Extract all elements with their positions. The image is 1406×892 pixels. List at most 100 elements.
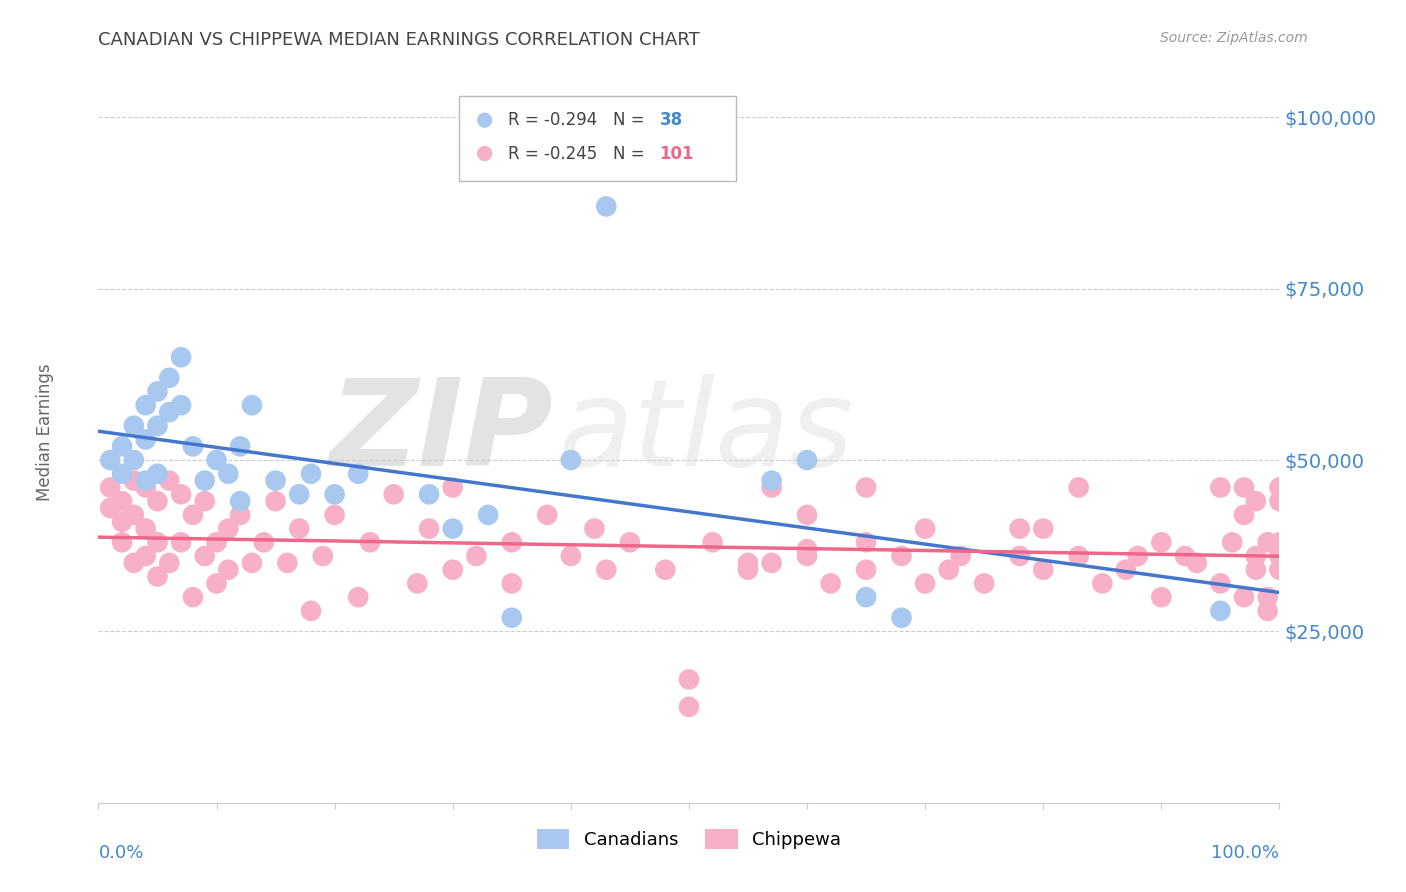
Point [157,371,180,385]
Point [583,522,606,536]
Point [122,474,145,488]
Point [1233,480,1256,494]
Point [312,549,335,563]
Point [170,487,193,501]
Point [465,549,488,563]
Text: R = -0.245   N =: R = -0.245 N = [508,145,650,162]
Point [855,590,877,604]
Point [122,453,145,467]
Point [441,480,464,494]
Point [1032,522,1054,536]
Point [264,474,287,488]
Point [194,474,217,488]
Point [654,563,676,577]
Point [441,563,464,577]
Point [1115,563,1137,577]
Point [205,453,228,467]
Text: 101: 101 [659,145,695,162]
Text: CANADIAN VS CHIPPEWA MEDIAN EARNINGS CORRELATION CHART: CANADIAN VS CHIPPEWA MEDIAN EARNINGS COR… [98,31,700,49]
Point [157,556,180,570]
Point [217,467,239,481]
Point [146,535,169,549]
Point [217,563,239,577]
Point [229,508,252,522]
Point [501,576,523,591]
Point [1233,590,1256,604]
Point [1220,535,1243,549]
Point [1150,535,1173,549]
Point [1244,563,1267,577]
Point [796,542,818,557]
Point [240,556,263,570]
Point [855,480,877,494]
Point [111,515,134,529]
Point [1150,590,1173,604]
Text: R = -0.294   N =: R = -0.294 N = [508,112,650,129]
Point [678,673,700,687]
Point [1257,604,1279,618]
Point [595,199,617,213]
Point [1233,508,1256,522]
Point [1209,604,1232,618]
Point [347,590,370,604]
Point [181,508,204,522]
Point [194,494,217,508]
Point [122,418,145,433]
Point [122,508,145,522]
Point [678,699,700,714]
Point [135,480,157,494]
Point [1244,494,1267,508]
Point [737,563,759,577]
Point [501,610,523,624]
Point [111,467,134,481]
Point [111,439,134,453]
Point [949,549,972,563]
Point [761,480,783,494]
Point [890,549,912,563]
Point [157,405,180,419]
Point [146,569,169,583]
Point [1268,563,1291,577]
Point [135,433,157,447]
Point [98,453,121,467]
Point [1067,549,1090,563]
Text: Source: ZipAtlas.com: Source: ZipAtlas.com [1160,31,1308,45]
Text: 100.0%: 100.0% [1212,844,1279,862]
Point [938,563,960,577]
Point [229,439,252,453]
Legend: Canadians, Chippewa: Canadians, Chippewa [530,822,848,856]
Point [855,563,877,577]
Point [477,508,499,522]
Point [1268,549,1291,563]
Point [146,494,169,508]
Point [111,494,134,508]
Point [253,535,276,549]
Point [135,474,157,488]
Point [1126,549,1149,563]
Point [323,508,346,522]
Point [1257,535,1279,549]
Point [418,522,440,536]
Point [855,535,877,549]
Point [146,384,169,399]
Point [146,467,169,481]
Point [135,522,157,536]
Point [217,522,239,536]
Text: atlas: atlas [560,374,855,491]
Point [1091,576,1114,591]
Point [299,467,322,481]
FancyBboxPatch shape [458,95,737,181]
Point [820,576,842,591]
Point [474,796,496,810]
Point [914,522,936,536]
Point [288,487,311,501]
Point [157,474,180,488]
Point [181,439,204,453]
Point [761,556,783,570]
Point [299,604,322,618]
Point [170,350,193,364]
Point [181,590,204,604]
Point [382,487,405,501]
Point [796,453,818,467]
Point [1257,590,1279,604]
